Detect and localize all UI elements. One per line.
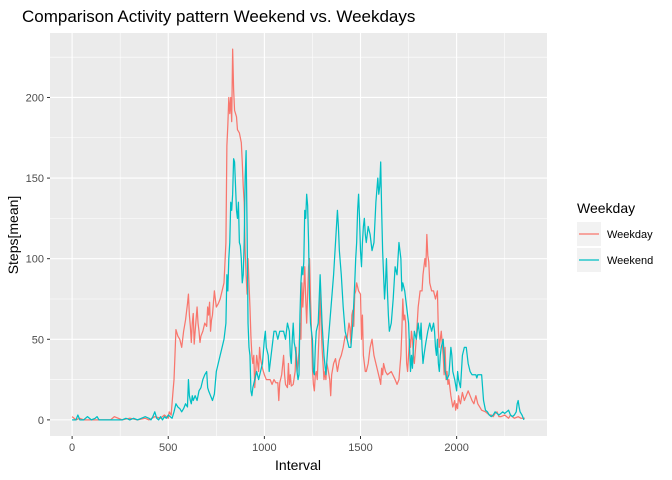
legend-title: Weekday: [577, 200, 635, 216]
legend-label-weekday: Weekday: [607, 229, 653, 241]
y-axis: 0 50 100 150 200: [26, 92, 50, 427]
chart-title: Comparison Activity pattern Weekend vs. …: [22, 7, 415, 26]
series-line-weekday: [71, 48, 525, 421]
legend: Weekday Weekday Weekend: [577, 200, 653, 272]
y-axis-title: Steps[mean]: [5, 196, 21, 275]
x-tick-label: 2000: [444, 442, 468, 454]
series-lines: [71, 48, 525, 421]
y-tick-label: 50: [32, 334, 44, 346]
x-axis: 0 500 1000 1500 2000: [69, 436, 469, 454]
y-tick-label: 0: [38, 415, 44, 427]
x-tick-label: 0: [69, 442, 75, 454]
y-tick-label: 150: [26, 173, 44, 185]
y-tick-label: 200: [26, 92, 44, 104]
y-tick-label: 100: [26, 254, 44, 266]
series-line-weekend: [72, 150, 525, 421]
x-axis-title: Interval: [275, 457, 321, 473]
legend-label-weekend: Weekend: [607, 255, 653, 267]
x-tick-label: 1000: [252, 442, 276, 454]
x-tick-label: 500: [159, 442, 177, 454]
x-tick-label: 1500: [348, 442, 372, 454]
